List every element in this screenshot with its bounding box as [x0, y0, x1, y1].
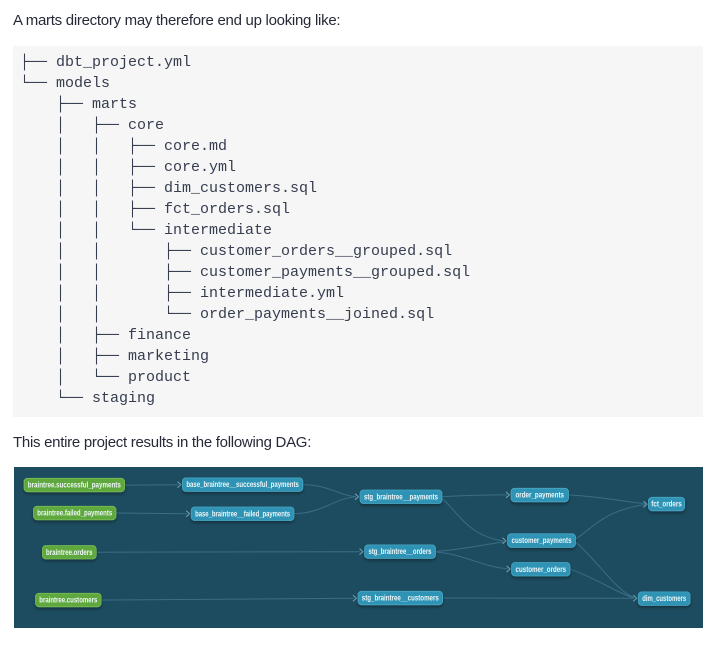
svg-text:stg_braintree__payments: stg_braintree__payments — [364, 492, 439, 501]
svg-text:base_braintree__successful_pay: base_braintree__successful_payments — [186, 480, 299, 489]
svg-text:dim_customers: dim_customers — [642, 594, 686, 603]
svg-text:customer_orders: customer_orders — [516, 565, 567, 574]
svg-text:braintree.orders: braintree.orders — [46, 548, 93, 557]
svg-text:order_payments: order_payments — [516, 490, 565, 499]
svg-text:braintree.successful_payments: braintree.successful_payments — [28, 480, 122, 489]
svg-text:stg_braintree__orders: stg_braintree__orders — [369, 547, 433, 556]
svg-text:customer_payments: customer_payments — [512, 536, 573, 545]
svg-text:braintree.customers: braintree.customers — [39, 595, 98, 604]
svg-text:fct_orders: fct_orders — [651, 499, 682, 508]
svg-text:braintree.failed_payments: braintree.failed_payments — [37, 508, 113, 517]
svg-text:stg_braintree__customers: stg_braintree__customers — [362, 593, 440, 602]
svg-text:base_braintree__failed_payment: base_braintree__failed_payments — [195, 509, 290, 518]
